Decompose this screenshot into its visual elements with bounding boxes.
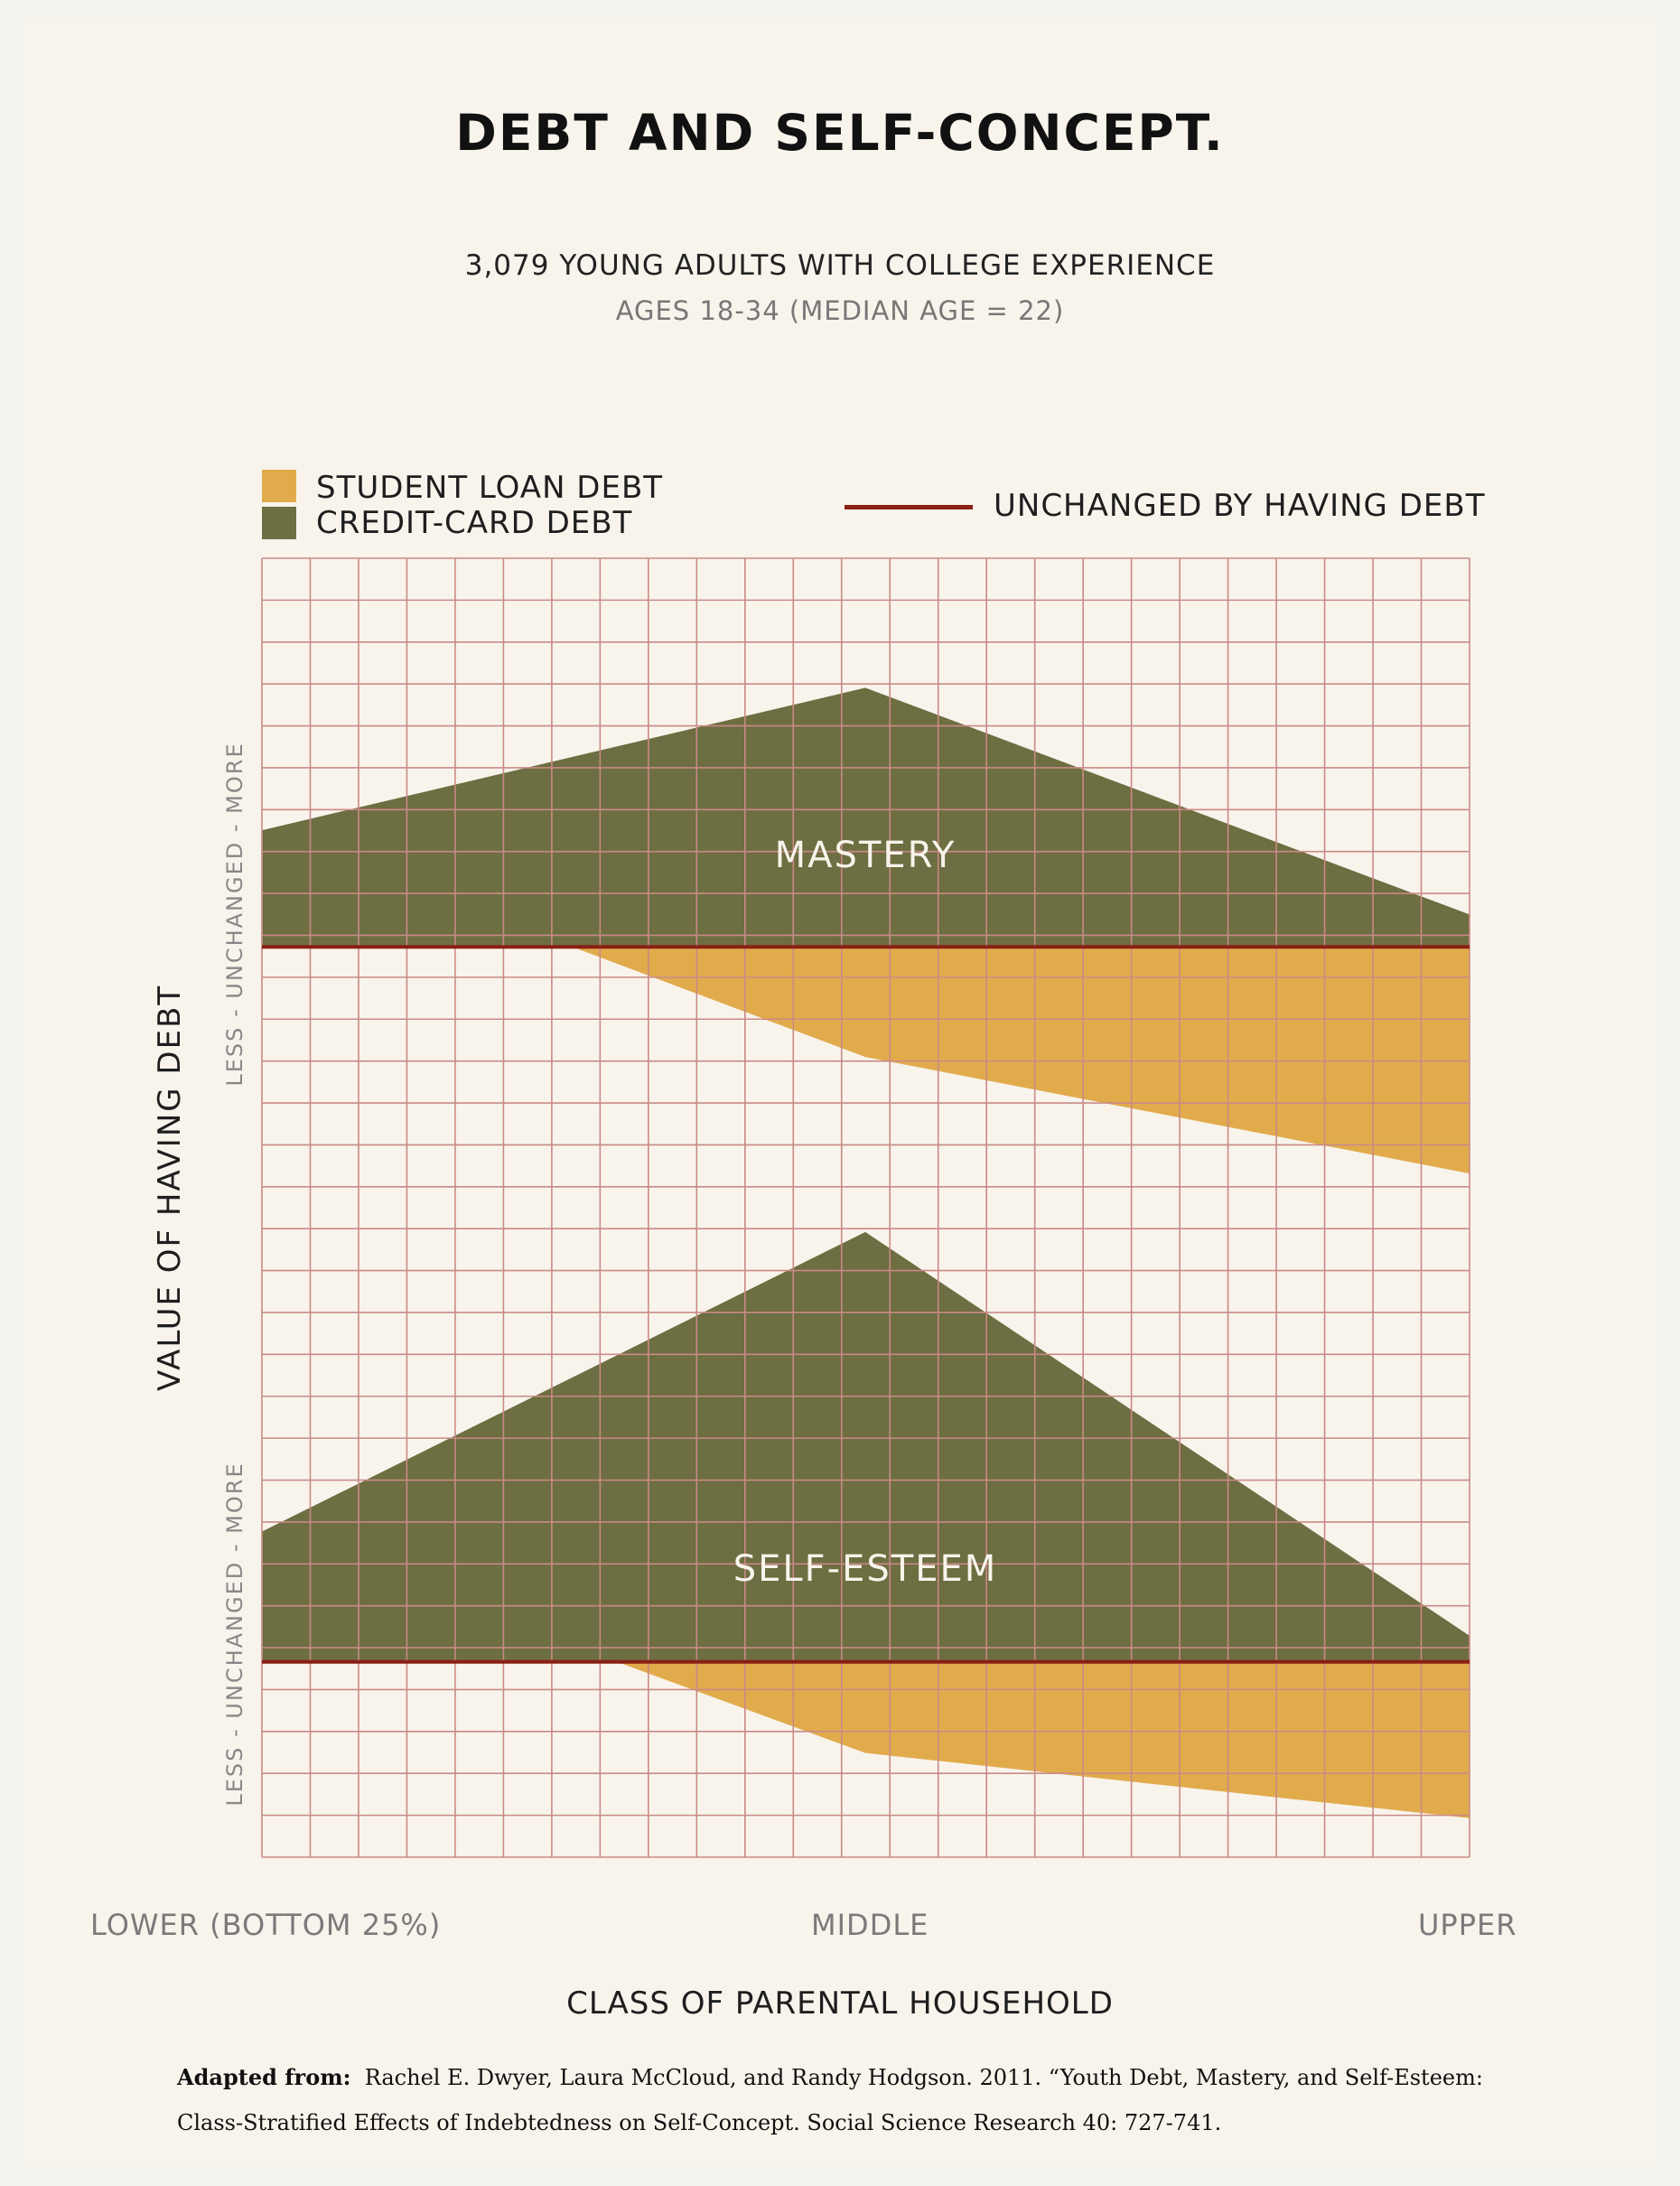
chart-subtitle: 3,079 YOUNG ADULTS WITH COLLEGE EXPERIEN… — [464, 249, 1216, 282]
citation-prefix: Adapted from: — [177, 2064, 351, 2090]
legend-line-baseline — [845, 505, 973, 509]
legend-label-baseline: UNCHANGED BY HAVING DEBT — [994, 488, 1486, 524]
self-esteem-panel-label: SELF-ESTEEM — [733, 1548, 998, 1590]
legend-label-credit-card: CREDIT-CARD DEBT — [316, 505, 633, 541]
legend-swatch-student-loan — [262, 470, 296, 502]
self-esteem-area-student-loan — [262, 1531, 1470, 1818]
x-tick-upper: UPPER — [1418, 1908, 1517, 1942]
citation: Adapted from: Rachel E. Dwyer, Laura McC… — [177, 2055, 1505, 2145]
self-esteem-area-credit-card — [262, 1231, 1470, 1662]
mastery-area-student-loan — [262, 830, 1470, 1174]
y-range-label-self-esteem: LESS - UNCHANGED - MORE — [222, 1462, 247, 1807]
y-range-label-mastery: LESS - UNCHANGED - MORE — [222, 742, 247, 1087]
citation-text: Rachel E. Dwyer, Laura McCloud, and Rand… — [177, 2065, 1483, 2135]
x-tick-lower: LOWER (BOTTOM 25%) — [90, 1908, 442, 1942]
legend-swatch-credit-card — [262, 507, 296, 539]
mastery-area-credit-card — [262, 687, 1470, 948]
legend-label-student-loan: STUDENT LOAN DEBT — [316, 470, 664, 506]
y-axis-label: VALUE OF HAVING DEBT — [152, 984, 188, 1391]
mastery-panel-label: MASTERY — [775, 835, 957, 876]
chart-title: DEBT AND SELF-CONCEPT. — [455, 104, 1225, 162]
x-axis-label: CLASS OF PARENTAL HOUSEHOLD — [566, 1985, 1114, 2022]
x-tick-middle: MIDDLE — [811, 1908, 929, 1942]
chart-subtitle-ages: AGES 18-34 (MEDIAN AGE = 22) — [615, 295, 1065, 326]
